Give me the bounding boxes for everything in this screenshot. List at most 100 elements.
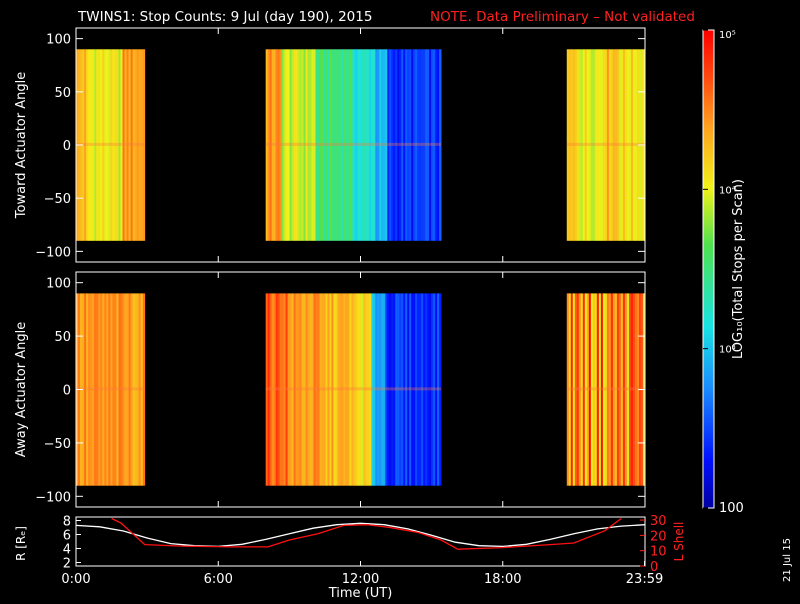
heatmap-column — [427, 293, 430, 486]
y-tick-label: −100 — [35, 490, 71, 505]
heatmap-column — [624, 293, 628, 486]
heatmap-column — [626, 49, 630, 241]
left-tick-label: 6 — [63, 529, 71, 544]
right-tick-label: 10 — [650, 545, 667, 560]
zero-angle-band — [265, 142, 442, 146]
y-tick-label: 0 — [63, 384, 71, 399]
heatmap-column — [578, 293, 582, 486]
heatmap-column — [373, 293, 376, 486]
heatmap-column — [600, 49, 604, 241]
heatmap-column — [347, 293, 350, 486]
heatmap-column — [596, 293, 600, 486]
heatmap-column — [407, 49, 410, 241]
heatmap-column — [437, 293, 440, 486]
heatmap-column — [393, 49, 396, 241]
heatmap-column — [86, 49, 89, 241]
heatmap-column — [413, 49, 416, 241]
heatmap-column — [289, 293, 292, 486]
heatmap-column — [82, 49, 85, 241]
heatmap-column — [604, 49, 608, 241]
heatmap-column — [295, 49, 298, 241]
heatmap-column — [323, 49, 326, 241]
heatmap-column — [622, 293, 626, 486]
heatmap-column — [401, 49, 404, 241]
heatmap-column — [435, 293, 438, 486]
heatmap-column — [305, 49, 308, 241]
left-tick-label: 4 — [63, 543, 71, 558]
heatmap-column — [315, 293, 318, 486]
heatmap-column — [343, 293, 346, 486]
x-tick-label: 18:00 — [484, 572, 521, 587]
heatmap-column — [423, 49, 426, 241]
heatmap-column — [423, 293, 426, 486]
heatmap-column — [379, 49, 382, 241]
heatmap-column — [606, 293, 610, 486]
heatmap-column — [98, 49, 101, 241]
heatmap-column — [303, 293, 306, 486]
heatmap-column — [319, 293, 322, 486]
heatmap-column — [363, 49, 366, 241]
heatmap-column — [337, 49, 340, 241]
heatmap-segment — [265, 49, 442, 241]
heatmap-column — [574, 49, 578, 241]
heatmap-column — [134, 49, 138, 241]
heatmap-column — [327, 49, 330, 241]
heatmap-segment — [76, 49, 146, 241]
heatmap-column — [610, 293, 614, 486]
heatmap-column — [566, 293, 570, 486]
heatmap-column — [634, 293, 638, 486]
heatmap-column — [114, 49, 117, 241]
heatmap-column — [307, 49, 310, 241]
heatmap-column — [116, 49, 119, 241]
heatmap-column — [377, 293, 380, 486]
heatmap-column — [86, 293, 89, 486]
heatmap-column — [327, 293, 330, 486]
heatmap-column — [568, 293, 572, 486]
y-tick-label: 50 — [54, 86, 71, 101]
heatmap-column — [88, 49, 91, 241]
heatmap-column — [632, 293, 636, 486]
heatmap-column — [90, 49, 93, 241]
heatmap-column — [351, 49, 354, 241]
heatmap-column — [84, 293, 87, 486]
heatmap-column — [359, 49, 362, 241]
heatmap-column — [106, 293, 109, 486]
heatmap-column — [385, 293, 388, 486]
heatmap-column — [576, 49, 580, 241]
heatmap-column — [375, 49, 378, 241]
heatmap-column — [389, 49, 392, 241]
heatmap-column — [630, 49, 634, 241]
heatmap-column — [391, 293, 394, 486]
heatmap-column — [568, 49, 572, 241]
colorbar-label: LOG₁₀(Total Stops per Scan) — [731, 179, 746, 359]
heatmap-column — [604, 293, 608, 486]
heatmap-column — [437, 49, 440, 241]
heatmap-column — [632, 49, 636, 241]
zero-angle-band — [265, 387, 442, 391]
heatmap-column — [413, 293, 416, 486]
heatmap-column — [393, 293, 396, 486]
heatmap-column — [588, 293, 592, 486]
heatmap-column — [628, 49, 632, 241]
heatmap-column — [580, 49, 584, 241]
heatmap-column — [391, 49, 394, 241]
heatmap-column — [349, 293, 352, 486]
y-axis-label: Away Actuator Angle — [14, 322, 29, 457]
heatmap-column — [353, 293, 356, 486]
heatmap-column — [82, 293, 85, 486]
heatmap-column — [355, 49, 358, 241]
heatmap-column — [339, 49, 342, 241]
figure-title: TWINS1: Stop Counts: 9 Jul (day 190), 20… — [77, 9, 372, 25]
heatmap-column — [353, 49, 356, 241]
heatmap-column — [321, 293, 324, 486]
y-tick-label: 100 — [46, 277, 71, 292]
heatmap-column — [134, 293, 138, 486]
heatmap-column — [335, 293, 338, 486]
heatmap-column — [381, 293, 384, 486]
colorbar-tick-label: 10⁵ — [719, 30, 736, 41]
heatmap-column — [429, 49, 432, 241]
heatmap-column — [419, 49, 422, 241]
heatmap-column — [580, 293, 584, 486]
heatmap-column — [120, 293, 123, 486]
